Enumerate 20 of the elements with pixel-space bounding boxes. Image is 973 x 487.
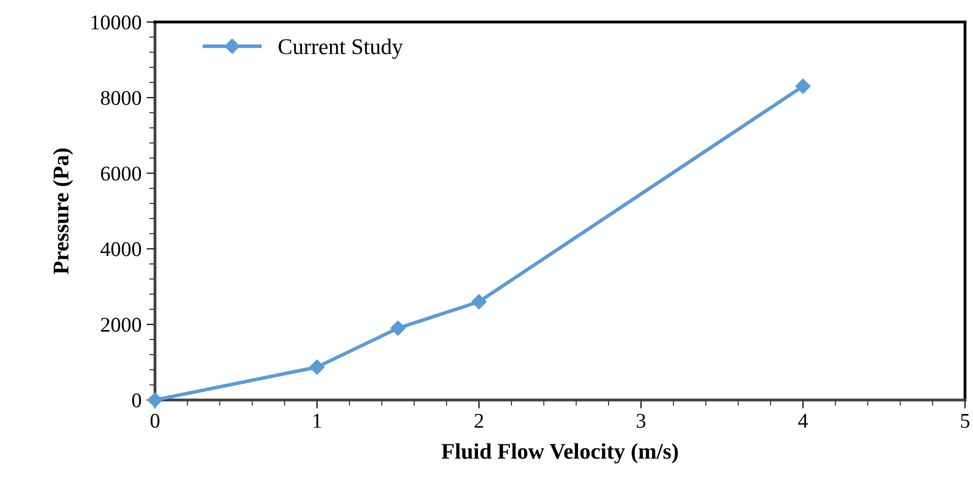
y-tick-label: 6000 [101, 166, 142, 181]
x-tick-label: 1 [314, 414, 321, 428]
y-tick-label: 10000 [92, 15, 142, 30]
point [795, 78, 811, 94]
x-tick-label: 5 [961, 414, 970, 428]
x-axis-title: Fluid Flow Velocity (m/s) [442, 443, 678, 464]
x-tick-label: 3 [636, 414, 646, 428]
point [147, 392, 163, 408]
point [309, 360, 325, 375]
x-tick-label: 2 [474, 414, 484, 428]
y-tick-label: 0 [132, 393, 142, 408]
x-tick-label: 4 [798, 414, 808, 428]
y-tick-label: 4000 [100, 242, 142, 256]
legend-label: Current Study [278, 38, 403, 59]
point [390, 320, 406, 336]
y-tick-label: 8000 [100, 90, 142, 106]
y-tick-label: 2000 [101, 318, 142, 332]
y-axis-title: Pressure (Pa) [52, 148, 74, 274]
point [471, 294, 487, 310]
x-tick-label: 0 [150, 414, 160, 428]
